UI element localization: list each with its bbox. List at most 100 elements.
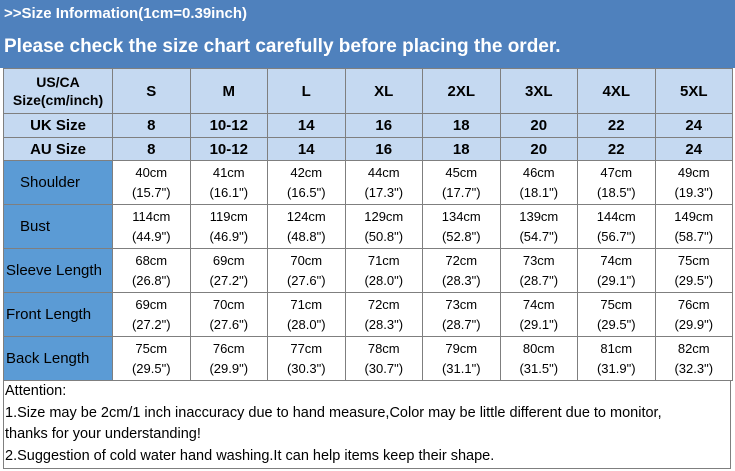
cm-value: 71cm bbox=[367, 252, 400, 268]
cm-value: 40cm bbox=[135, 164, 168, 180]
size-header-cell: XL bbox=[344, 68, 423, 114]
inch-value: (58.7") bbox=[674, 228, 714, 244]
measurement-cell: 71cm (28.0") bbox=[344, 248, 423, 293]
size-info-banner: >>Size Information(1cm=0.39inch) Please … bbox=[0, 0, 735, 68]
inch-value: (29.5") bbox=[131, 360, 171, 376]
measurement-cell: 74cm (29.1") bbox=[499, 292, 578, 337]
uk-size-row: UK Size 8 10-12 14 16 18 20 22 24 bbox=[3, 113, 733, 138]
cm-value: 82cm bbox=[677, 340, 710, 356]
size-header-row: US/CA Size(cm/inch) S M L XL 2XL 3XL 4XL 5XL bbox=[3, 68, 733, 114]
uk-size-cell: 16 bbox=[344, 113, 423, 138]
cm-value: 72cm bbox=[445, 252, 478, 268]
inch-value: (16.5") bbox=[286, 184, 326, 200]
cm-value: 76cm bbox=[212, 340, 245, 356]
inch-value: (29.5") bbox=[596, 316, 636, 332]
inch-value: (27.6") bbox=[209, 316, 249, 332]
measurement-cell: 79cm (31.1") bbox=[422, 336, 501, 381]
attention-line-3: 2.Suggestion of cold water hand washing.… bbox=[5, 447, 495, 464]
measurement-cell: 114cm (44.9") bbox=[112, 204, 191, 249]
measurement-cell: 73cm (28.7") bbox=[499, 248, 578, 293]
inch-value: (27.2") bbox=[131, 316, 171, 332]
cm-value: 139cm bbox=[519, 208, 559, 224]
cm-value: 124cm bbox=[286, 208, 326, 224]
uk-size-cell: 8 bbox=[112, 113, 191, 138]
cm-value: 73cm bbox=[522, 252, 555, 268]
size-header-cell: S bbox=[112, 68, 191, 114]
measurement-cell: 77cm (30.3") bbox=[267, 336, 346, 381]
measurement-cell: 76cm (29.9") bbox=[654, 292, 733, 337]
measurement-cell: 41cm (16.1") bbox=[189, 160, 268, 205]
measurement-cell: 129cm (50.8") bbox=[344, 204, 423, 249]
measurement-cell: 81cm (31.9") bbox=[577, 336, 656, 381]
measurement-cell: 144cm (56.7") bbox=[577, 204, 656, 249]
size-header-cell: 3XL bbox=[499, 68, 578, 114]
measurement-label: Back Length bbox=[3, 336, 113, 381]
measurement-cell: 119cm (46.9") bbox=[189, 204, 268, 249]
cm-value: 75cm bbox=[677, 252, 710, 268]
uk-size-cell: 20 bbox=[499, 113, 578, 138]
cm-value: 74cm bbox=[522, 296, 555, 312]
inch-value: (32.3") bbox=[674, 360, 714, 376]
au-size-cell: 18 bbox=[422, 137, 501, 161]
inch-value: (28.7") bbox=[519, 272, 559, 288]
inch-value: (18.5") bbox=[596, 184, 636, 200]
attention-heading: Attention: bbox=[5, 383, 67, 399]
inch-value: (16.1") bbox=[209, 184, 249, 200]
size-header-label: US/CA Size(cm/inch) bbox=[3, 68, 113, 114]
measurement-cell: 44cm (17.3") bbox=[344, 160, 423, 205]
inch-value: (31.5") bbox=[519, 360, 559, 376]
cm-value: 144cm bbox=[596, 208, 636, 224]
cm-value: 42cm bbox=[290, 164, 323, 180]
inch-value: (50.8") bbox=[364, 228, 404, 244]
cm-value: 80cm bbox=[522, 340, 555, 356]
cm-value: 69cm bbox=[135, 296, 168, 312]
cm-value: 44cm bbox=[367, 164, 400, 180]
measurement-cell: 40cm (15.7") bbox=[112, 160, 191, 205]
cm-value: 79cm bbox=[445, 340, 478, 356]
measurement-cell: 47cm (18.5") bbox=[577, 160, 656, 205]
cm-value: 73cm bbox=[445, 296, 478, 312]
au-size-cell: 22 bbox=[577, 137, 656, 161]
measurement-cell: 82cm (32.3") bbox=[654, 336, 733, 381]
attention-line-2: thanks for your understanding! bbox=[5, 426, 201, 442]
au-size-cell: 10-12 bbox=[189, 137, 268, 161]
measurement-cell: 49cm (19.3") bbox=[654, 160, 733, 205]
cm-value: 72cm bbox=[367, 296, 400, 312]
measurement-cell: 70cm (27.6") bbox=[267, 248, 346, 293]
label-line-2: Size(cm/inch) bbox=[12, 92, 104, 108]
measurement-cell: 75cm (29.5") bbox=[577, 292, 656, 337]
measurement-label: Shoulder bbox=[3, 160, 113, 205]
cm-value: 47cm bbox=[600, 164, 633, 180]
cm-value: 75cm bbox=[135, 340, 168, 356]
au-size-row: AU Size 8 10-12 14 16 18 20 22 24 bbox=[3, 137, 733, 161]
cm-value: 74cm bbox=[600, 252, 633, 268]
inch-value: (29.9") bbox=[209, 360, 249, 376]
measurement-row: Shoulder 40cm (15.7") 41cm (16.1") 42cm (16.5"… bbox=[3, 160, 733, 205]
attention-notes: Attention: 1.Size may be 2cm/1 inch inac… bbox=[3, 380, 731, 469]
measurement-cell: 70cm (27.6") bbox=[189, 292, 268, 337]
au-size-cell: 8 bbox=[112, 137, 191, 161]
cm-value: 71cm bbox=[290, 296, 323, 312]
measurement-row: Bust 114cm (44.9") 119cm (46.9") 124cm (48.8")… bbox=[3, 204, 733, 249]
cm-value: 70cm bbox=[290, 252, 323, 268]
cm-value: 78cm bbox=[367, 340, 400, 356]
measurement-cell: 69cm (27.2") bbox=[112, 292, 191, 337]
inch-value: (29.1") bbox=[596, 272, 636, 288]
cm-value: 81cm bbox=[600, 340, 633, 356]
measurement-cell: 68cm (26.8") bbox=[112, 248, 191, 293]
inch-value: (28.3") bbox=[364, 316, 404, 332]
measurement-cell: 124cm (48.8") bbox=[267, 204, 346, 249]
inch-value: (52.8") bbox=[441, 228, 481, 244]
inch-value: (29.9") bbox=[674, 316, 714, 332]
measurement-cell: 72cm (28.3") bbox=[344, 292, 423, 337]
inch-value: (28.0") bbox=[286, 316, 326, 332]
cm-value: 46cm bbox=[522, 164, 555, 180]
measurement-cell: 80cm (31.5") bbox=[499, 336, 578, 381]
au-size-cell: 16 bbox=[344, 137, 423, 161]
measurement-cell: 76cm (29.9") bbox=[189, 336, 268, 381]
measurement-cell: 42cm (16.5") bbox=[267, 160, 346, 205]
inch-value: (48.8") bbox=[286, 228, 326, 244]
cm-value: 134cm bbox=[441, 208, 481, 224]
size-header-cell: L bbox=[267, 68, 346, 114]
size-header-cell: M bbox=[189, 68, 268, 114]
